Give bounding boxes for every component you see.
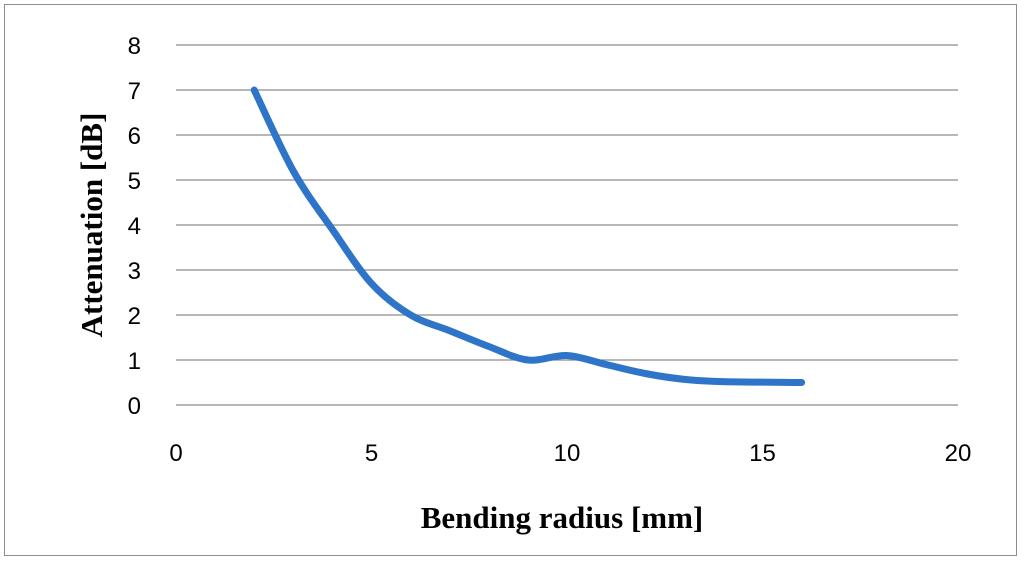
- y-tick-label: 8: [128, 33, 141, 60]
- y-tick-label: 1: [128, 348, 141, 375]
- data-point: [720, 378, 727, 385]
- x-tick-label: 0: [169, 440, 182, 467]
- data-point: [290, 168, 297, 175]
- data-point: [524, 357, 531, 364]
- x-tick-label: 20: [945, 440, 972, 467]
- y-tick-label: 6: [128, 123, 141, 150]
- data-point: [329, 226, 336, 233]
- series-layer: [250, 86, 806, 386]
- data-point: [368, 280, 375, 287]
- data-point: [407, 312, 414, 319]
- series-line-0: [250, 86, 806, 386]
- data-point: [798, 379, 805, 386]
- x-axis-title: Bending radius [mm]: [421, 500, 703, 535]
- y-axis-ticks: 0 1 2 3 4 5 6 7 8: [128, 33, 141, 420]
- data-point: [564, 352, 571, 359]
- y-tick-label: 3: [128, 258, 141, 285]
- chart-frame: [4, 4, 1017, 556]
- y-tick-label: 2: [128, 303, 141, 330]
- data-point: [446, 327, 453, 334]
- data-point: [251, 87, 258, 94]
- x-tick-label: 5: [365, 440, 378, 467]
- data-point: [485, 343, 492, 350]
- y-tick-label: 7: [128, 78, 141, 105]
- x-axis-ticks: 0 5 10 15 20: [169, 440, 971, 467]
- x-tick-label: 10: [554, 440, 581, 467]
- y-axis-title: Attenuation [dB]: [74, 113, 109, 338]
- data-point: [642, 370, 649, 377]
- gridlines: [176, 44, 958, 406]
- data-point: [603, 361, 610, 368]
- y-tick-label: 4: [128, 213, 141, 240]
- x-tick-label: 15: [749, 440, 776, 467]
- data-point: [681, 376, 688, 383]
- y-tick-label: 5: [128, 168, 141, 195]
- y-tick-label: 0: [128, 393, 141, 420]
